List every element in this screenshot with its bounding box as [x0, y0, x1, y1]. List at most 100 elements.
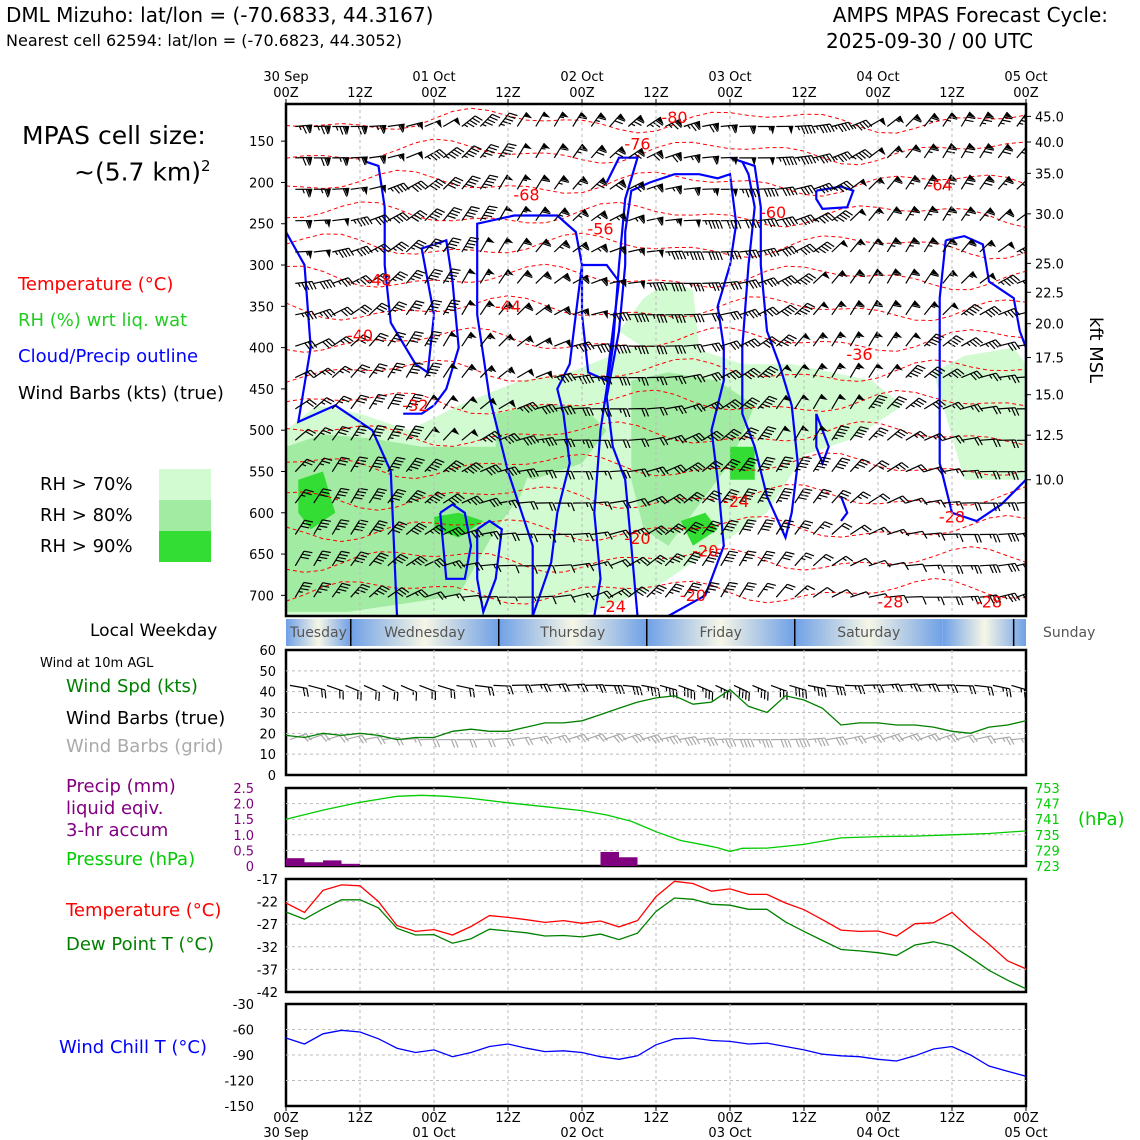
xs-barb-599-staff: [979, 339, 996, 347]
xs-barb-369-pennant: [732, 157, 738, 166]
xs-barb-568-flag: [951, 372, 959, 379]
cloud-outline-5: [580, 263, 621, 383]
xs-barb-94-flag: [394, 558, 404, 564]
xs-barb-450-flag: [818, 186, 826, 194]
xs-barb-243-half: [577, 215, 583, 218]
day-band-2: [498, 619, 647, 646]
xs-barb-159-flag: [478, 595, 484, 604]
xs-barb-22-flag: [326, 310, 333, 318]
xs-barb-52-flag: [359, 248, 367, 256]
xs-barb-170-flag: [488, 434, 496, 441]
xs-barb-533-flag: [911, 273, 920, 277]
cell-size-label: MPAS cell size:: [22, 121, 206, 150]
sfc-barb-23-flag: [726, 690, 729, 700]
xs-barb-607-flag: [996, 594, 1002, 603]
xs-barb-94: [387, 553, 409, 567]
bottom-tick-hour-1: 12Z: [347, 1111, 373, 1126]
xs-barb-524: [887, 495, 910, 504]
xs-barb-316-flag: [658, 497, 666, 505]
xs-barb-365-flag: [712, 520, 722, 525]
xs-barb-283-flag: [626, 470, 631, 479]
xs-barb-7: [295, 340, 318, 351]
xs-barb-264-staff: [591, 375, 609, 379]
sfc-barb-28-flag: [820, 687, 824, 697]
xs-barb-613-staff: [998, 274, 1014, 284]
xs-barb-562-flag: [946, 182, 956, 185]
grid-barb-18-flag: [631, 735, 639, 744]
bottom-tick-date-0: 30 Sep: [263, 1126, 308, 1140]
xs-barb-468: [831, 239, 849, 253]
xs-barb-456-half: [819, 367, 824, 370]
grid-barb-21-flag: [691, 736, 697, 745]
xs-barb-244-pennant: [582, 241, 590, 250]
xs-barb-72-staff: [368, 363, 380, 378]
xs-barb-492-flag: [860, 493, 869, 499]
xs-barb-30-flag: [318, 556, 328, 560]
xs-barb-118: [424, 299, 443, 316]
grid-barb-9-flag: [469, 739, 474, 748]
xs-barb-333: [664, 523, 687, 535]
xs-barb-318-flag: [659, 554, 668, 561]
xs-barb-511-staff: [868, 593, 886, 598]
xs-barb-524-flag: [899, 496, 907, 504]
cell-size-exponent: 2: [201, 157, 211, 175]
grid-barb-3-flag: [358, 735, 364, 744]
xs-barb-111: [406, 589, 429, 598]
xs-barb-376: [720, 369, 743, 380]
xs-barb-57-flag: [360, 394, 370, 399]
xs-barb-592-flag: [983, 119, 993, 123]
xs-barb-304-pennant: [656, 117, 664, 125]
xs-barb-564: [942, 237, 958, 253]
xs-barb-550: [923, 301, 940, 316]
xs-barb-583-half: [966, 342, 971, 347]
xs-barb-140-flag: [454, 495, 462, 502]
xs-barb-326: [665, 314, 686, 323]
xs-barb-276-pennant: [621, 246, 627, 255]
xs-barb-613: [998, 274, 1021, 287]
xs-barb-226-flag: [560, 179, 570, 183]
xs-barb-435: [794, 214, 817, 226]
xs-barb-105-flag: [411, 399, 420, 403]
xs-barb-414: [757, 550, 776, 567]
xs-barb-510-flag: [884, 560, 891, 568]
xs-barb-569-flag: [954, 403, 962, 411]
xs-barb-254-flag: [589, 563, 595, 572]
xs-barb-572: [942, 501, 964, 510]
sfc-barb-26-flag: [779, 688, 782, 698]
xs-barb-180: [498, 237, 514, 253]
xs-barb-197: [516, 269, 533, 284]
xs-barb-39-flag: [345, 336, 354, 342]
xs-barb-413-staff: [757, 519, 767, 535]
sfc-barb-30-flag: [857, 685, 862, 695]
grid-barb-3-flag: [361, 735, 368, 743]
isotherm-label-16: -28: [877, 593, 903, 612]
xs-barb-333-half: [670, 529, 675, 534]
sfc-barb-34-flag: [935, 683, 941, 693]
xs-barb-368: [720, 124, 738, 134]
xs-barb-422: [775, 304, 798, 317]
xs-barb-258-pennant: [600, 177, 608, 185]
temp-tick-2: -27: [257, 918, 278, 933]
xs-barb-486-pennant: [856, 300, 865, 307]
xs-barb-81-half: [397, 154, 402, 160]
top-tick-date-10: 05 Oct: [1004, 70, 1047, 85]
xs-barb-304-flag: [652, 121, 661, 128]
xs-barb-230-staff: [554, 305, 570, 316]
xs-barb-68-staff: [369, 243, 385, 253]
windchill-legend: Wind Chill T (°C): [59, 1037, 207, 1058]
grid-barb-23-flag: [728, 738, 733, 747]
xs-barb-425: [775, 394, 792, 410]
xs-barb-450-staff: [813, 182, 830, 190]
cloud-outline-3: [476, 519, 503, 616]
xs-barb-421-flag: [784, 278, 792, 286]
xs-barb-34-flag: [342, 188, 348, 197]
isotherm-label-8: -36: [846, 345, 872, 364]
xs-barb-419-flag: [788, 217, 795, 226]
xs-barb-468-staff: [831, 239, 845, 253]
grid-barb-29-flag: [842, 736, 849, 745]
xs-barb-455: [812, 332, 829, 347]
xs-barb-106-flag: [411, 431, 421, 435]
xs-barb-14-flag: [300, 556, 309, 560]
xs-barb-432-staff: [794, 124, 812, 128]
xs-barb-636-flag: [1030, 502, 1034, 510]
